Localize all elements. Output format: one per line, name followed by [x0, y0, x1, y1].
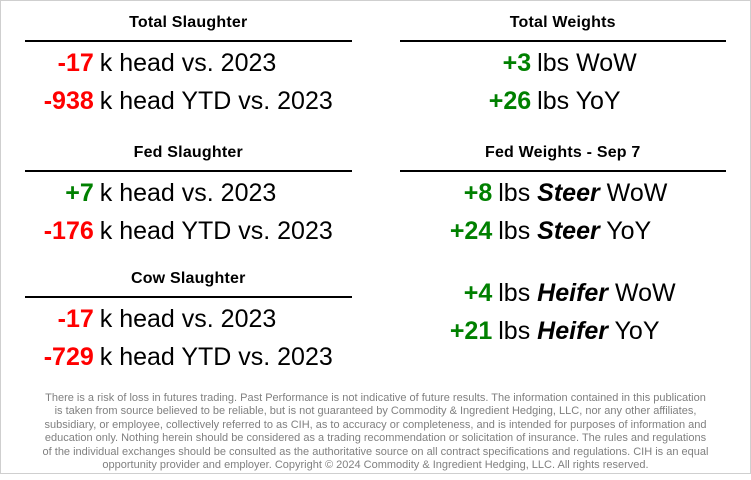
stat-value: -729 — [43, 343, 94, 371]
section-title-cow-slaughter: Cow Slaughter — [25, 268, 352, 298]
stat-label: lbs Heifer YoY — [498, 312, 659, 350]
stat-value: -176 — [43, 217, 94, 245]
section-total-weights: Total Weights +3 lbs WoW +26 lbs YoY — [399, 12, 726, 120]
section-cow-slaughter: Cow Slaughter -17 k head vs. 2023 -729 k… — [25, 268, 352, 376]
section-fed-weights: Fed Weights - Sep 7 +8 lbs Steer WoW +24 — [399, 142, 726, 350]
stat-value: -17 — [57, 49, 94, 77]
stat-value: -938 — [43, 87, 94, 115]
stat-unit: lbs — [537, 87, 570, 115]
stat-rows: -17 k head vs. 2023 -938 k head YTD vs. … — [44, 42, 333, 120]
stat-period: YoY — [614, 317, 660, 345]
stat-value: +4 — [463, 279, 493, 307]
stat-unit: lbs — [498, 217, 531, 245]
stat-period: WoW — [576, 49, 637, 77]
stat-period: WoW — [606, 179, 668, 207]
stat-label: k head YTD vs. 2023 — [99, 343, 333, 371]
stat-value: +24 — [449, 217, 493, 245]
stat-label: lbs Steer WoW — [498, 174, 667, 212]
disclaimer-line: opportunity provider and employer. Copyr… — [102, 459, 649, 472]
stats-grid: Total Slaughter -17 k head vs. 2023 -938… — [1, 1, 750, 376]
stat-label: lbs WoW — [537, 44, 637, 82]
row-spacer — [450, 250, 676, 274]
stat-label: k head vs. 2023 — [99, 49, 277, 77]
stat-unit: lbs — [498, 179, 531, 207]
stat-animal: Steer — [537, 179, 600, 207]
stat-label: lbs Steer YoY — [498, 212, 651, 250]
stat-label: lbs Heifer WoW — [498, 274, 675, 312]
stat-period: YoY — [575, 87, 621, 115]
stat-label: k head vs. 2023 — [99, 179, 277, 207]
stat-value: +3 — [502, 49, 532, 77]
section-title-total-slaughter: Total Slaughter — [25, 12, 352, 42]
section-title-fed-slaughter: Fed Slaughter — [25, 142, 352, 172]
stat-value: -17 — [57, 305, 94, 333]
disclaimer-line: of the individual exchanges should be co… — [42, 445, 709, 458]
slaughter-column: Total Slaughter -17 k head vs. 2023 -938… — [1, 12, 376, 376]
stat-label: lbs YoY — [537, 82, 620, 120]
stat-unit: lbs — [537, 49, 570, 77]
stat-rows: +7 k head vs. 2023 -176 k head YTD vs. 2… — [44, 172, 333, 250]
stat-value: +26 — [488, 87, 532, 115]
stat-value: +21 — [449, 317, 493, 345]
stat-label: k head YTD vs. 2023 — [99, 87, 333, 115]
disclaimer-line: subsidiary, or employee, collectively re… — [44, 418, 707, 431]
stat-rows: -17 k head vs. 2023 -729 k head YTD vs. … — [44, 298, 333, 376]
stat-value: +7 — [65, 179, 94, 207]
stat-rows: +3 lbs WoW +26 lbs YoY — [489, 42, 637, 120]
stat-animal: Heifer — [537, 317, 609, 345]
stat-period: YoY — [606, 217, 652, 245]
stat-unit: lbs — [498, 317, 531, 345]
stat-label: k head YTD vs. 2023 — [99, 217, 333, 245]
stat-rows: +8 lbs Steer WoW +24 lbs Steer YoY — [450, 172, 676, 350]
section-fed-slaughter: Fed Slaughter +7 k head vs. 2023 -176 k … — [25, 142, 352, 250]
legal-disclaimer: There is a risk of loss in futures tradi… — [1, 392, 750, 472]
section-title-total-weights: Total Weights — [399, 12, 726, 42]
disclaimer-line: There is a risk of loss in futures tradi… — [45, 392, 706, 404]
stat-animal: Steer — [537, 217, 600, 245]
stat-period: WoW — [615, 279, 676, 307]
weights-column: Total Weights +3 lbs WoW +26 lbs YoY — [376, 12, 751, 376]
stat-unit: lbs — [498, 279, 531, 307]
stat-value: +8 — [463, 179, 493, 207]
disclaimer-line: is taken from source believed to be reli… — [54, 405, 697, 418]
stat-animal: Heifer — [537, 279, 609, 307]
disclaimer-line: education only. Nothing herein should be… — [44, 432, 707, 445]
stat-label: k head vs. 2023 — [99, 305, 277, 333]
section-title-fed-weights: Fed Weights - Sep 7 — [399, 142, 726, 172]
section-total-slaughter: Total Slaughter -17 k head vs. 2023 -938… — [25, 12, 352, 120]
